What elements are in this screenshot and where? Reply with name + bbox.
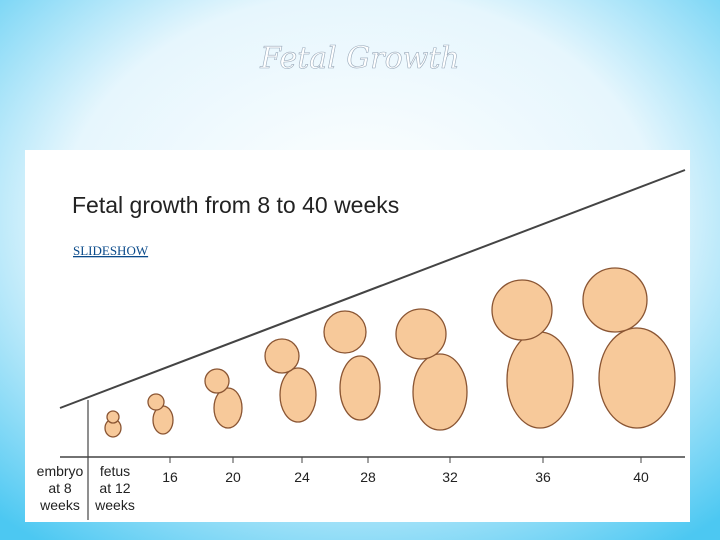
age-label-line: at 8 [48,480,72,496]
age-label-line: embryo [37,463,84,479]
age-label: fetus at 12 weeks [94,463,135,513]
fetus [264,338,317,423]
fetus [147,393,174,435]
fetus [395,308,468,431]
age-label: 16 [162,469,178,485]
figure: Fetal growth from 8 to 40 weeks SLIDESHO… [25,150,690,522]
age-label: 28 [360,469,376,485]
age-label: 36 [535,469,551,485]
age-label-line: fetus [100,463,130,479]
fetus [323,310,381,421]
age-label: embryo at 8 weeks [37,463,84,513]
age-label: 24 [294,469,310,485]
fetus-illustrations [104,267,676,438]
fetus [491,279,574,429]
age-label-line: weeks [39,497,80,513]
figure-title: Fetal growth from 8 to 40 weeks [72,192,399,218]
fetus [204,368,243,429]
slide-title: Fetal Growth [259,41,459,76]
age-label: 40 [633,469,649,485]
fetus [582,267,676,429]
age-label-line: weeks [94,497,135,513]
fetus [104,410,122,438]
slideshow-link[interactable]: SLIDESHOW [73,243,149,258]
age-label: 20 [225,469,241,485]
age-label: 32 [442,469,458,485]
age-label-line: at 12 [99,480,130,496]
growth-line [59,169,686,409]
